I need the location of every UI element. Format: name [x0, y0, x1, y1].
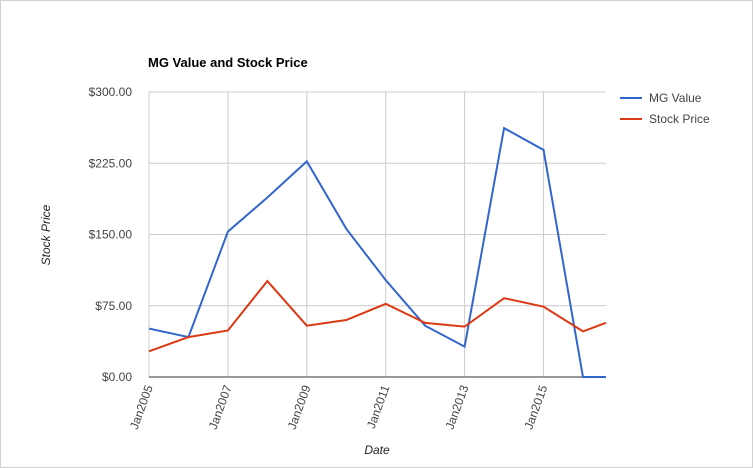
y-tick-label: $150.00 — [89, 228, 133, 242]
y-tick-label: $225.00 — [89, 156, 133, 170]
y-tick-label: $75.00 — [95, 299, 132, 313]
y-axis-title: Stock Price — [39, 204, 53, 265]
chart-title: MG Value and Stock Price — [148, 55, 308, 70]
y-tick-label: $0.00 — [102, 370, 132, 384]
series-line — [148, 279, 607, 353]
legend-label: MG Value — [649, 91, 702, 105]
x-axis-title: Date — [364, 443, 390, 457]
y-tick-label: $300.00 — [89, 85, 133, 99]
legend-label: Stock Price — [649, 112, 710, 126]
series-line — [148, 126, 606, 378]
